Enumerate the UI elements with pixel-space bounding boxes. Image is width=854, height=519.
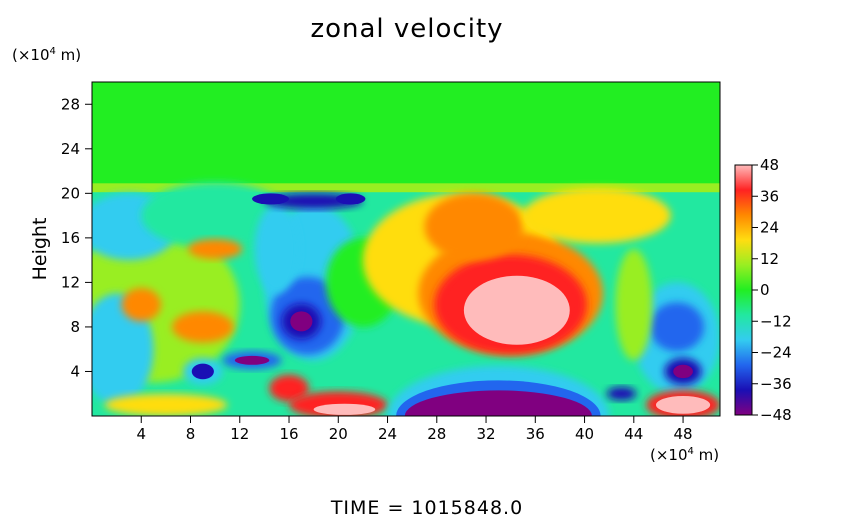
- colorbar-tick-label: 48: [760, 156, 779, 174]
- x-tick-label: 40: [575, 425, 594, 443]
- colorbar-tick-label: 36: [760, 187, 779, 205]
- colorbar-ticks: 48 36 24 12 0 −12 −24 −36 −48: [752, 156, 792, 424]
- field-region: [269, 374, 309, 402]
- colorbar-tick-label: −36: [760, 375, 792, 393]
- x-tick-label: 20: [329, 425, 348, 443]
- chart-title: zonal velocity: [310, 14, 504, 44]
- field-region: [252, 193, 290, 205]
- colorbar-tick-label: 24: [760, 219, 779, 237]
- x-tick-label: 28: [427, 425, 446, 443]
- field-region: [191, 363, 214, 380]
- x-tick-label: 16: [279, 425, 298, 443]
- field-region: [92, 293, 154, 405]
- velocity-field: [92, 82, 720, 416]
- field-region: [673, 364, 693, 379]
- field-region: [121, 287, 161, 322]
- x-tick-label: 32: [476, 425, 495, 443]
- y-tick-label: 16: [61, 229, 80, 247]
- field-region: [463, 275, 570, 345]
- field-region: [290, 311, 313, 332]
- y-tick-label: 24: [61, 140, 80, 158]
- colorbar-tick-label: −12: [760, 312, 792, 330]
- field-region: [254, 204, 299, 294]
- colorbar-tick-label: 12: [760, 250, 779, 268]
- field-region: [172, 311, 234, 343]
- colorbar-tick-label: 0: [760, 281, 770, 299]
- x-tick-label: 48: [674, 425, 693, 443]
- x-tick-label: 12: [230, 425, 249, 443]
- field-region: [188, 238, 243, 260]
- field-transition-band: [92, 183, 720, 193]
- y-tick-label: 4: [70, 362, 80, 380]
- field-region: [606, 387, 637, 401]
- y-tick-label: 28: [61, 95, 80, 113]
- x-axis-units: (×104 m): [650, 446, 720, 464]
- field-region: [141, 182, 290, 250]
- field-upper-layer: [92, 82, 720, 187]
- x-tick-label: 8: [186, 425, 196, 443]
- field-region: [313, 403, 376, 415]
- x-axis: 4 8 12 16 20 24 28 32 36 40 44 48: [136, 416, 693, 443]
- x-tick-label: 44: [624, 425, 643, 443]
- colorbar-tick-label: −48: [760, 406, 792, 424]
- field-region: [655, 395, 711, 414]
- field-region: [424, 193, 523, 261]
- x-tick-label: 36: [526, 425, 545, 443]
- field-region: [404, 390, 592, 416]
- y-tick-label: 8: [70, 318, 80, 336]
- x-tick-label: 24: [378, 425, 397, 443]
- x-tick-label: 4: [136, 425, 146, 443]
- colorbar: [734, 164, 753, 416]
- field-region: [615, 248, 653, 361]
- field-region: [104, 393, 228, 416]
- field-region: [649, 302, 704, 352]
- time-label: TIME = 1015848.0: [330, 497, 524, 519]
- field-region: [335, 193, 366, 205]
- y-tick-label: 20: [61, 184, 80, 202]
- field-region: [234, 355, 270, 365]
- field-region: [522, 187, 671, 244]
- y-axis-units: (×104 m): [12, 46, 82, 64]
- colorbar-tick-label: −24: [760, 344, 792, 362]
- plot-frame: [91, 81, 721, 417]
- y-axis: 4 8 12 16 20 24 28: [61, 95, 92, 380]
- y-tick-label: 12: [61, 273, 80, 291]
